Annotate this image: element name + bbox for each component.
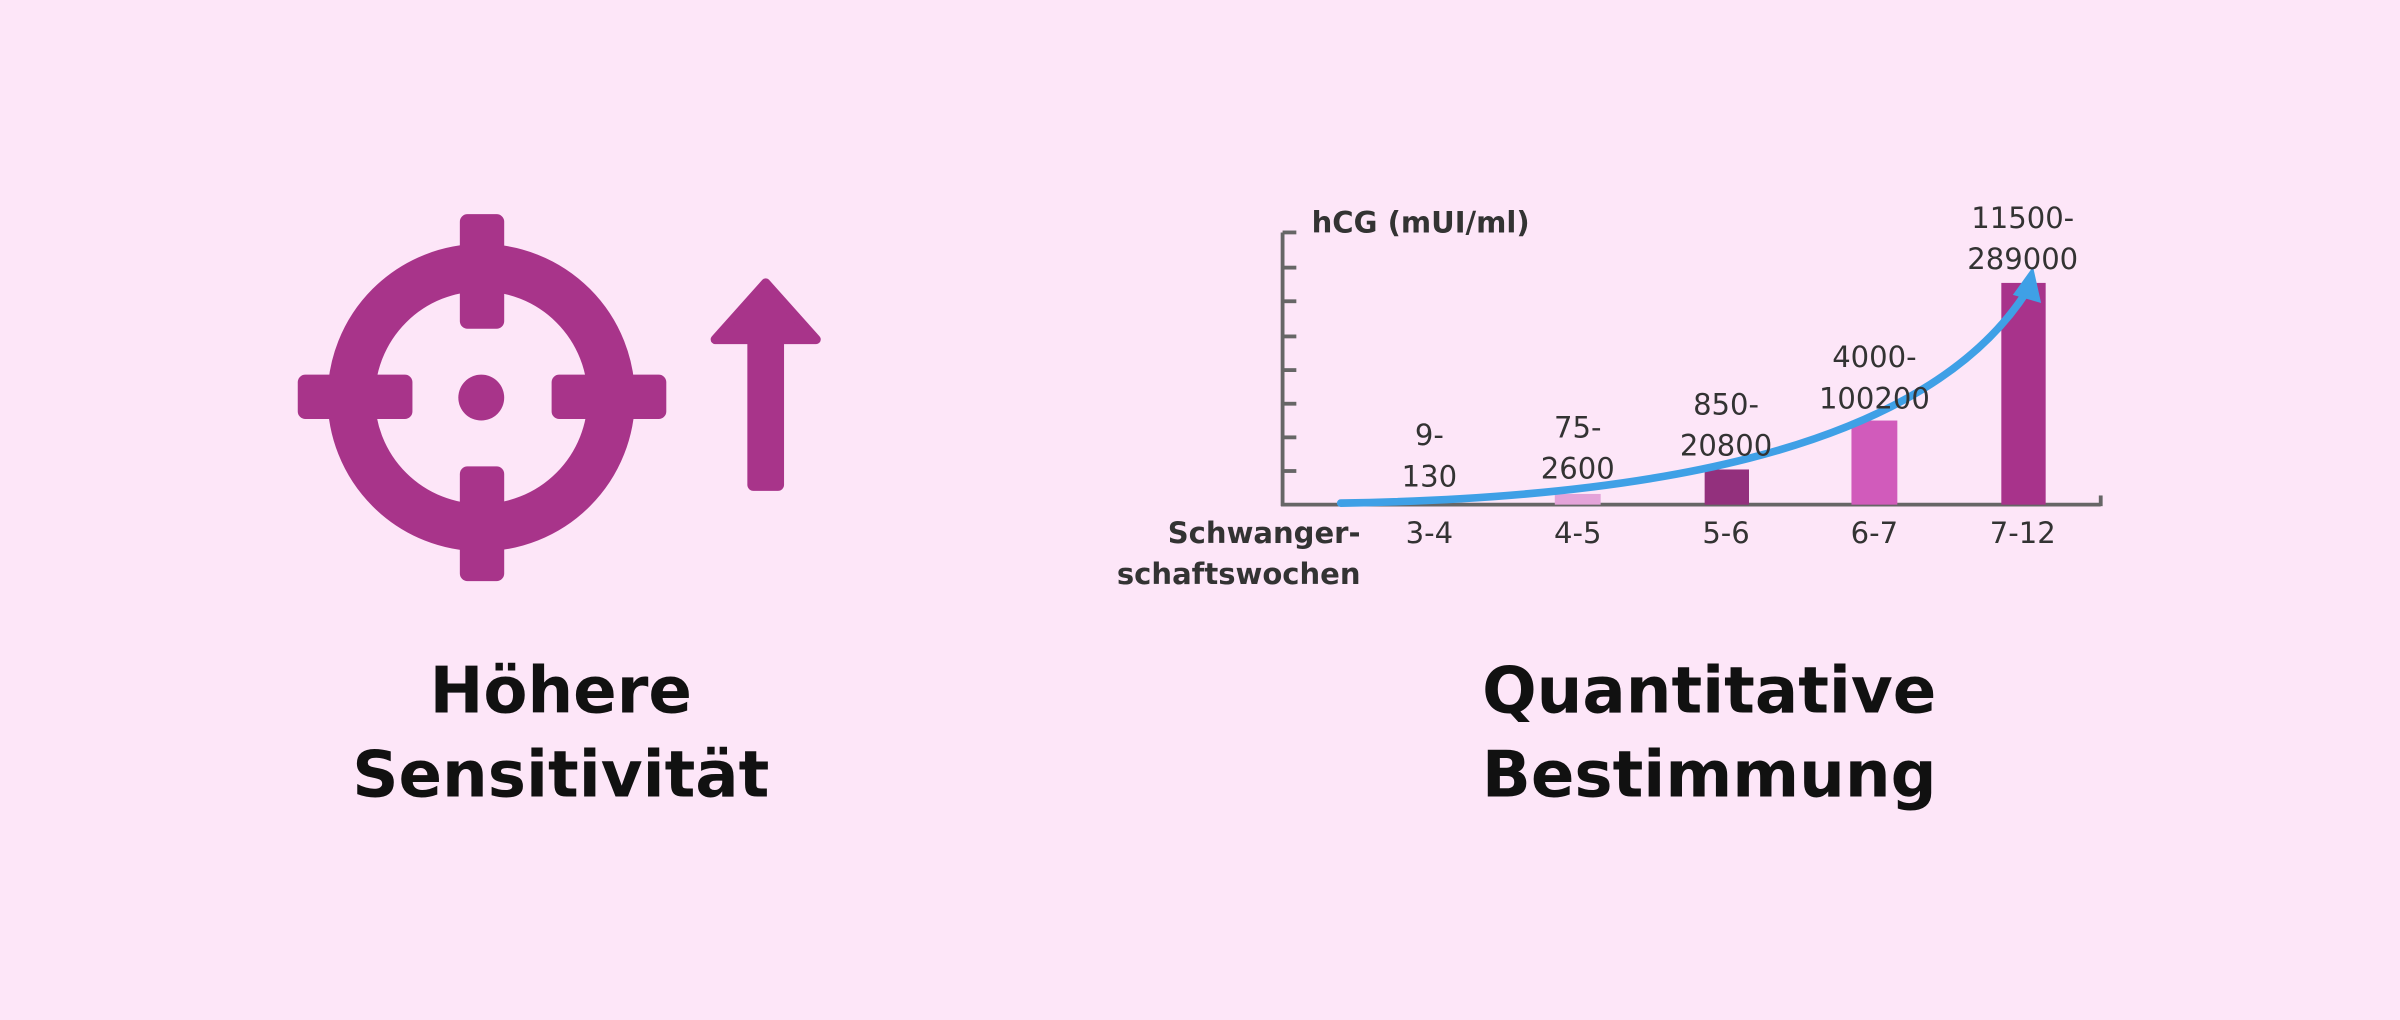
x-tick-label: 4-5 bbox=[1554, 516, 1601, 550]
up-arrow-icon bbox=[710, 278, 821, 491]
range-label: 100200 bbox=[1819, 381, 1930, 415]
caption: Höhere bbox=[430, 654, 692, 729]
x-tick-label: 6-7 bbox=[1851, 516, 1898, 550]
target-icon bbox=[297, 214, 667, 582]
range-label: 289000 bbox=[1967, 242, 2078, 276]
range-label: 4000- bbox=[1832, 340, 1916, 374]
range-label: 9- bbox=[1415, 418, 1444, 452]
range-label: 2600 bbox=[1541, 452, 1615, 486]
trend-arrowhead bbox=[2012, 266, 2042, 303]
range-label: 130 bbox=[1402, 459, 1457, 493]
range-label: 75- bbox=[1554, 410, 1601, 444]
y-axis-label: hCG (mUI/ml) bbox=[1312, 205, 1530, 239]
range-label: 11500- bbox=[1971, 201, 2074, 235]
bars bbox=[1554, 282, 2046, 505]
x-tick-label: 5-6 bbox=[1702, 516, 1749, 550]
caption: Sensitivität bbox=[352, 738, 769, 813]
x-tick-label: 3-4 bbox=[1406, 516, 1453, 550]
range-label: 20800 bbox=[1680, 429, 1772, 463]
x-tick-label: 7-12 bbox=[1990, 516, 2056, 550]
x-axis-label: Schwanger- bbox=[1168, 516, 1361, 550]
caption: Bestimmung bbox=[1482, 738, 1937, 813]
range-label: 850- bbox=[1693, 387, 1759, 421]
x-axis-label: schaftswochen bbox=[1117, 557, 1361, 591]
caption: Quantitative bbox=[1482, 654, 1936, 729]
trend-curve bbox=[1336, 286, 2032, 507]
